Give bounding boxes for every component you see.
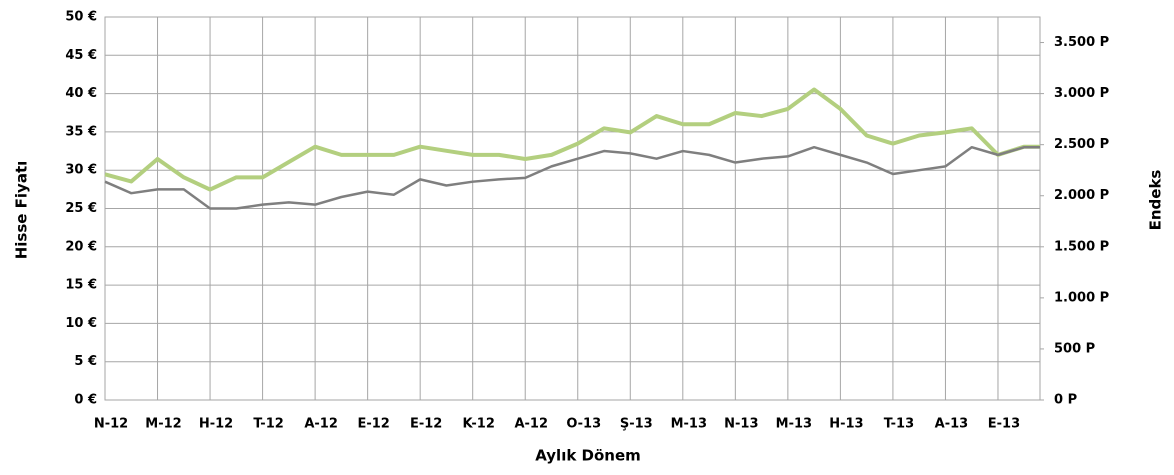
x-tick-label: H-12 <box>199 417 233 432</box>
y-tick-label: 20 € <box>65 239 97 254</box>
y2-axis-title: Endeks <box>1147 170 1165 231</box>
x-tick-label: Ş-13 <box>620 417 653 432</box>
y2-tick-label: 3.500 P <box>1054 35 1109 50</box>
y-tick-label: 45 € <box>65 48 97 63</box>
y2-tick-label: 1.500 P <box>1054 239 1109 254</box>
x-tick-label: O-13 <box>566 417 601 432</box>
x-axis-title: Aylık Dönem <box>535 447 641 465</box>
y2-tick-label: 2.500 P <box>1054 137 1109 152</box>
y2-tick-label: 3.000 P <box>1054 86 1109 101</box>
y-tick-label: 50 € <box>65 10 97 25</box>
data-line <box>104 87 1040 192</box>
x-tick-label: N-13 <box>724 417 758 432</box>
x-tick-label: M-13 <box>776 417 812 432</box>
y-tick-label: 10 € <box>65 316 97 331</box>
x-tick-label: H-13 <box>829 417 863 432</box>
y2-tick-label: 2.000 P <box>1054 188 1109 203</box>
y-tick-label: 0 € <box>74 393 97 408</box>
data-line <box>104 145 1040 210</box>
x-tick-label: A-12 <box>514 417 548 432</box>
x-tick-label: E-12 <box>357 417 389 432</box>
x-tick-label: M-12 <box>145 417 181 432</box>
x-tick-label: T-12 <box>253 417 283 432</box>
x-tick-label: K-12 <box>462 417 494 432</box>
x-tick-label: T-13 <box>884 417 914 432</box>
y-tick-label: 40 € <box>65 86 97 101</box>
y-tick-label: 30 € <box>65 163 97 178</box>
y2-tick-label: 500 P <box>1054 341 1095 356</box>
x-tick-label: A-12 <box>304 417 338 432</box>
y-tick-label: 15 € <box>65 278 97 293</box>
y-axis-title: Hisse Fiyatı <box>13 161 31 260</box>
x-tick-label: E-13 <box>988 417 1020 432</box>
x-tick-label: M-13 <box>671 417 707 432</box>
x-tick-label: N-12 <box>94 417 128 432</box>
y2-tick-label: 1.000 P <box>1054 290 1109 305</box>
x-tick-label: E-12 <box>410 417 442 432</box>
y-tick-label: 25 € <box>65 201 97 216</box>
x-tick-label: A-13 <box>935 417 969 432</box>
y-tick-label: 35 € <box>65 124 97 139</box>
y2-tick-label: 0 P <box>1054 393 1077 408</box>
y-tick-label: 5 € <box>74 354 97 369</box>
